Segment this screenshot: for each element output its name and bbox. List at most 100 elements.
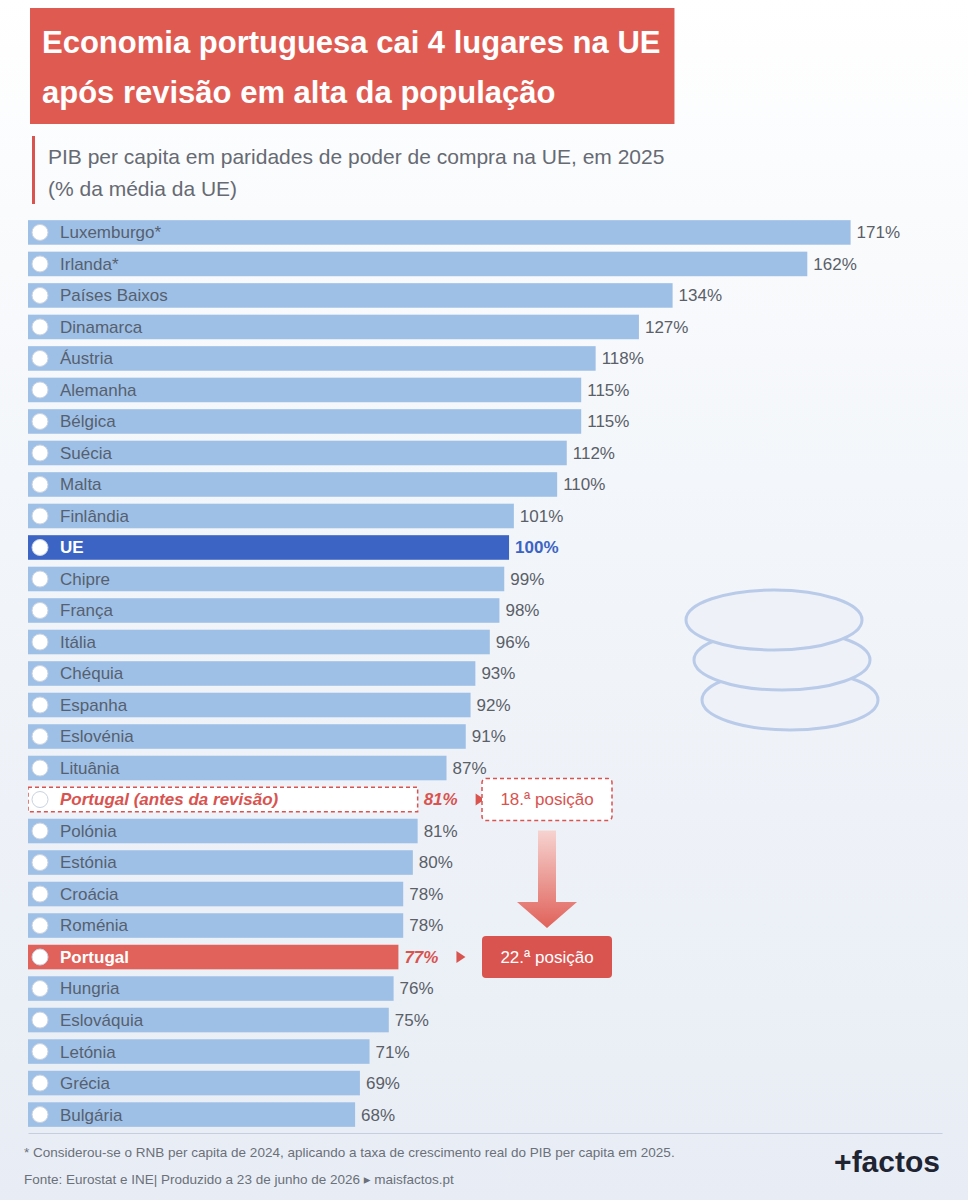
bar <box>28 787 418 812</box>
flag-icon <box>32 476 48 492</box>
flag-icon <box>32 539 48 555</box>
bar <box>28 346 596 371</box>
category-label: França <box>60 601 113 620</box>
annotations: 18.ª posição 22.ª posição <box>456 779 612 979</box>
bar <box>28 1039 370 1064</box>
value-label: 100% <box>515 538 558 557</box>
value-label: 69% <box>366 1074 400 1093</box>
category-label: Hungria <box>60 979 120 998</box>
bar <box>28 976 394 1001</box>
category-label: Luxemburgo* <box>60 223 162 242</box>
value-label: 115% <box>587 412 629 431</box>
category-label: Portugal (antes da revisão) <box>60 790 279 809</box>
flag-icon <box>32 697 48 713</box>
category-label: Bulgária <box>60 1106 123 1125</box>
flag-icon <box>32 224 48 240</box>
flag-icon <box>32 729 48 745</box>
category-label: Letónia <box>60 1043 116 1062</box>
flag-icon <box>32 1075 48 1091</box>
annotation: 22.ª posição <box>500 948 593 967</box>
category-label: Dinamarca <box>60 318 143 337</box>
value-label: 134% <box>679 286 722 305</box>
flag-icon <box>32 319 48 335</box>
flag-icon <box>32 1044 48 1060</box>
value-label: 118% <box>602 349 644 368</box>
category-label: Itália <box>60 633 96 652</box>
value-label: 171% <box>857 223 900 242</box>
chart: Economia portuguesa cai 4 lugares na UEa… <box>0 0 968 1200</box>
category-label: Eslováquia <box>60 1011 144 1030</box>
flag-icon <box>32 886 48 902</box>
bar <box>28 724 466 749</box>
value-label: 101% <box>520 507 563 526</box>
flag-icon <box>32 350 48 366</box>
value-label: 93% <box>481 664 515 683</box>
annotation: 18.ª posição <box>500 790 593 809</box>
category-label: Roménia <box>60 916 129 935</box>
category-label: Irlanda* <box>60 255 119 274</box>
subtitle-accent <box>32 136 35 204</box>
bar <box>28 220 851 245</box>
bar <box>28 409 581 434</box>
bar <box>28 850 413 875</box>
value-label: 80% <box>419 853 453 872</box>
bar <box>28 472 557 497</box>
category-label: Suécia <box>60 444 113 463</box>
x-axis <box>29 1133 943 1134</box>
title: após revisão em alta da população <box>42 75 555 110</box>
value-label: 110% <box>563 475 605 494</box>
annotation-box <box>482 779 612 821</box>
value-label: 91% <box>472 727 506 746</box>
subtitle: PIB per capita em paridades de poder de … <box>48 145 664 168</box>
flag-icon <box>32 918 48 934</box>
flag-icon <box>32 1012 48 1028</box>
bar <box>28 1102 355 1127</box>
value-label: 78% <box>409 885 443 904</box>
bar <box>28 1008 389 1033</box>
flag-icon <box>32 508 48 524</box>
value-label: 76% <box>400 979 434 998</box>
value-label: 99% <box>510 570 544 589</box>
flag-icon <box>32 949 48 965</box>
bar <box>28 315 639 340</box>
value-label: 71% <box>376 1043 410 1062</box>
value-label: 92% <box>477 696 511 715</box>
category-label: Chipre <box>60 570 110 589</box>
value-label: 98% <box>505 601 539 620</box>
value-label: 78% <box>409 916 443 935</box>
bar <box>28 913 403 938</box>
logo: +factos <box>834 1145 940 1178</box>
bar <box>28 441 567 466</box>
bar <box>28 504 514 529</box>
value-label: 87% <box>453 759 487 778</box>
annotation-box <box>482 936 612 978</box>
bar <box>28 882 403 907</box>
value-label: 115% <box>587 381 629 400</box>
value-label: 81% <box>424 790 458 809</box>
value-label: 77% <box>404 948 438 967</box>
labels: Luxemburgo*171%Irlanda*162%Países Baixos… <box>32 223 900 1124</box>
flag-icon <box>32 666 48 682</box>
value-label: 127% <box>645 318 688 337</box>
category-label: Polónia <box>60 822 117 841</box>
flag-icon <box>32 823 48 839</box>
flag-icon <box>32 1107 48 1123</box>
bar <box>28 945 398 970</box>
source: Fonte: Eurostat e INE| Produzido a 23 de… <box>24 1172 454 1187</box>
bar <box>28 378 581 403</box>
bar <box>28 693 471 718</box>
bar <box>28 252 807 277</box>
footnote: * Considerou-se o RNB per capita de 2024… <box>24 1145 675 1160</box>
bar <box>28 535 509 560</box>
bar <box>28 630 490 655</box>
annotation-arrow <box>517 831 577 929</box>
category-label: Malta <box>60 475 102 494</box>
flag-icon <box>32 287 48 303</box>
flag-icon <box>32 602 48 618</box>
x-axis-line <box>29 1133 943 1134</box>
flag-icon <box>32 634 48 650</box>
category-label: Finlândia <box>60 507 130 526</box>
flag-icon <box>32 855 48 871</box>
title-box <box>30 8 674 124</box>
category-label: Eslovénia <box>60 727 134 746</box>
